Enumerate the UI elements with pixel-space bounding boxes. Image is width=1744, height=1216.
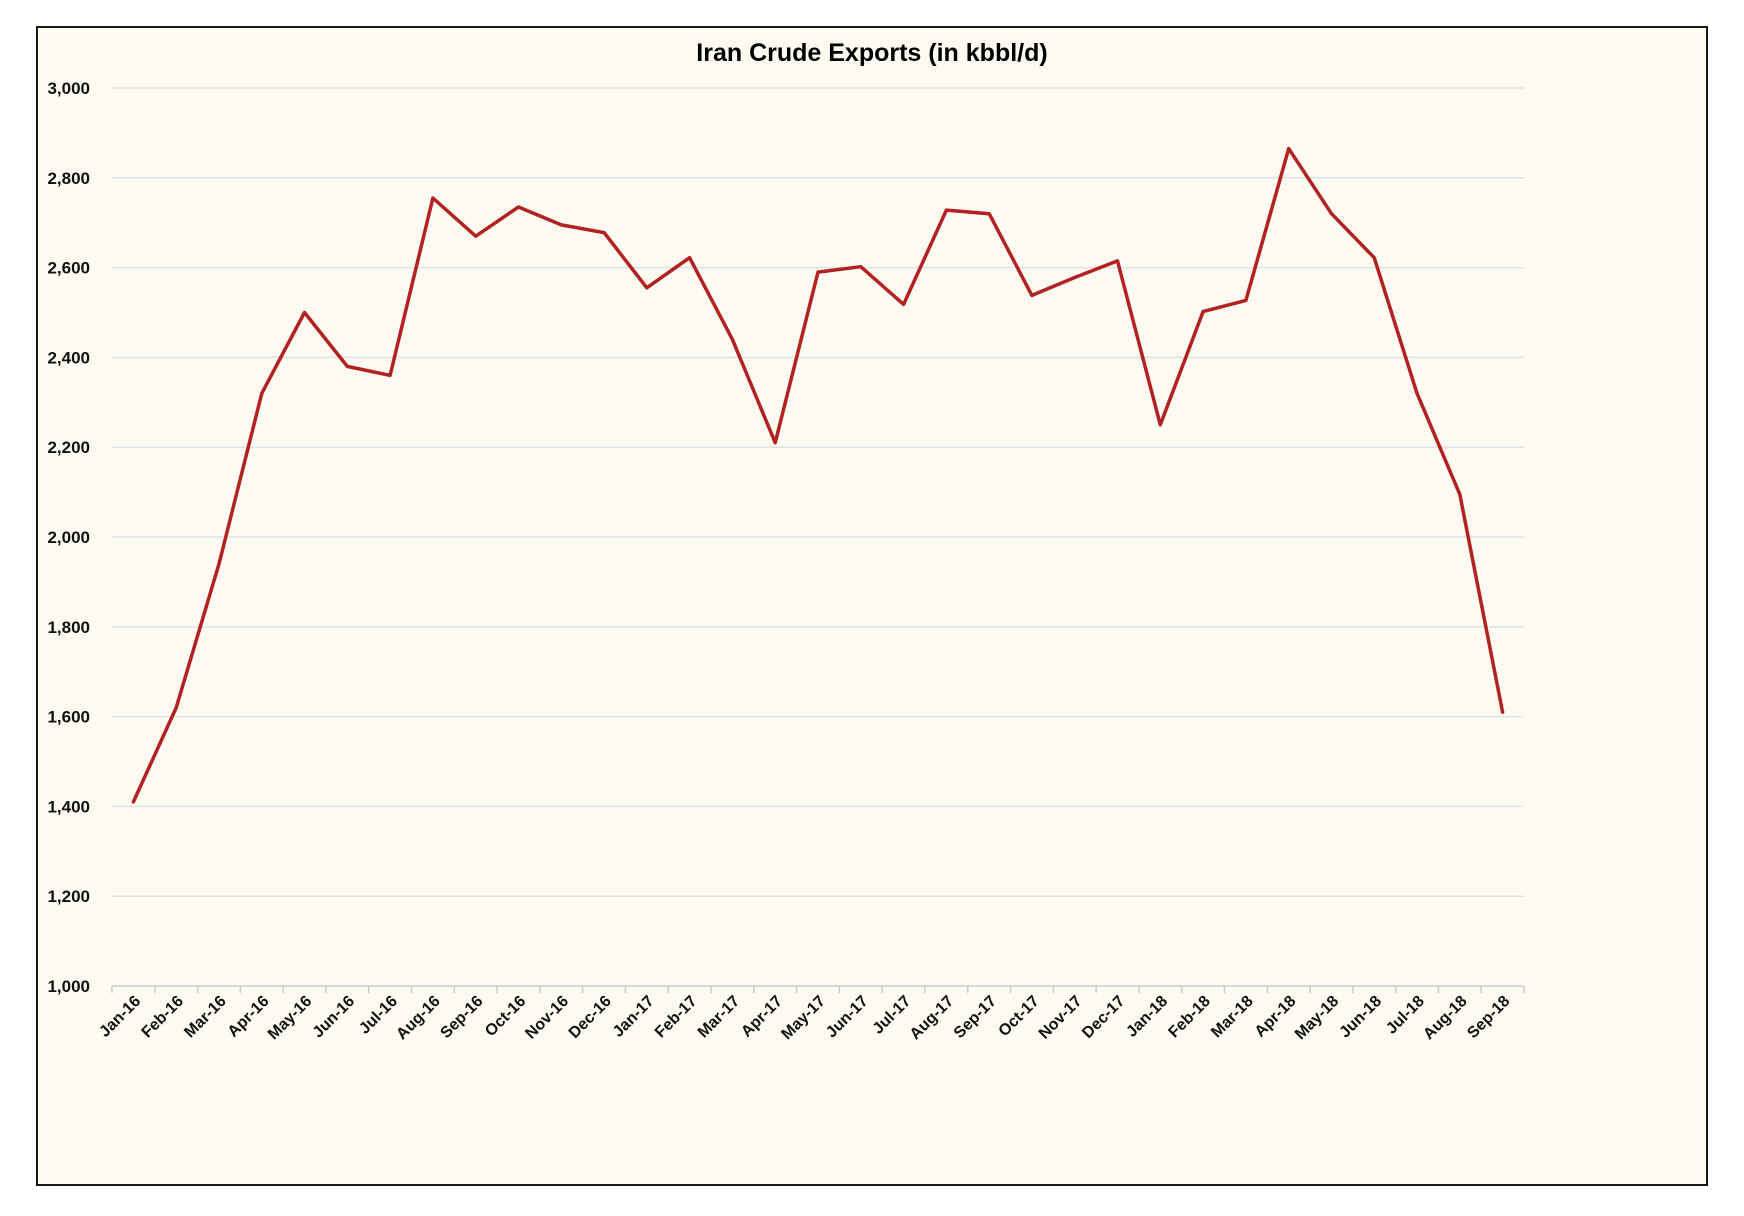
- data-point: [260, 391, 264, 395]
- y-tick-label: 1,600: [47, 708, 90, 727]
- data-point: [987, 212, 991, 216]
- x-tick-label: Apr-18: [1252, 993, 1300, 1041]
- x-tick-label: Dec-16: [566, 993, 615, 1042]
- data-point: [944, 208, 948, 212]
- x-tick-label: Dec-17: [1079, 993, 1128, 1042]
- x-tick-label: May-17: [778, 993, 828, 1043]
- x-tick-label: May-18: [1292, 993, 1342, 1043]
- data-point: [345, 364, 349, 368]
- x-tick-label: Oct-17: [996, 993, 1043, 1040]
- chart-title: Iran Crude Exports (in kbbl/d): [696, 39, 1047, 67]
- x-tick-label: Aug-17: [907, 993, 957, 1043]
- x-tick-label: Mar-18: [1208, 993, 1257, 1042]
- data-point: [1287, 147, 1291, 151]
- y-tick-label: 1,400: [47, 797, 90, 816]
- y-tick-label: 1,000: [47, 977, 90, 996]
- x-tick-label: Jun-18: [1337, 993, 1386, 1042]
- x-tick-label: Jun-16: [310, 993, 359, 1042]
- x-tick-label: Jun-17: [823, 993, 872, 1042]
- data-point: [1329, 212, 1333, 216]
- x-tick-label: Sep-16: [437, 993, 486, 1042]
- data-point: [217, 562, 221, 566]
- x-tick-label: Feb-18: [1165, 993, 1214, 1042]
- y-tick-label: 2,000: [47, 528, 90, 547]
- x-tick-label: Oct-16: [482, 993, 529, 1040]
- data-point: [303, 311, 307, 314]
- x-tick-label: Apr-16: [225, 993, 273, 1041]
- data-point: [388, 373, 392, 377]
- data-point: [1158, 423, 1162, 427]
- y-tick-label: 1,800: [47, 618, 90, 637]
- data-point: [688, 256, 692, 260]
- x-tick-label: Jan-18: [1123, 993, 1171, 1041]
- data-point: [559, 223, 563, 227]
- data-point: [773, 441, 777, 445]
- y-tick-label: 2,200: [47, 438, 90, 457]
- data-point: [1030, 293, 1034, 297]
- data-point: [1458, 492, 1462, 496]
- data-point: [902, 302, 906, 306]
- data-point: [1244, 298, 1248, 302]
- data-point: [1372, 256, 1376, 260]
- x-tick-label: Mar-17: [695, 993, 744, 1042]
- chart-frame: Iran Crude Exports (in kbbl/d) 1,000 1,20…: [36, 26, 1708, 1186]
- x-tick-label: Mar-16: [181, 993, 230, 1042]
- line-chart: Iran Crude Exports (in kbbl/d) 1,000 1,20…: [47, 39, 1525, 1043]
- data-point: [1073, 275, 1077, 279]
- x-tick-label: Sep-17: [951, 993, 1000, 1042]
- series-layer: [131, 146, 1505, 804]
- data-point: [1501, 710, 1505, 714]
- y-axis-tick-labels: 1,000 1,200 1,400 1,600 1,800 2,000 2,200 2,400…: [47, 79, 90, 996]
- data-point: [1415, 391, 1419, 395]
- data-point: [431, 196, 435, 200]
- x-tick-label: Feb-17: [652, 993, 701, 1042]
- x-tick-label: Apr-17: [738, 993, 786, 1041]
- data-point: [516, 205, 520, 209]
- x-tick-label: Jan-17: [610, 993, 658, 1041]
- x-tick-label: Feb-16: [139, 993, 188, 1042]
- y-tick-label: 2,800: [47, 169, 90, 188]
- data-point: [602, 231, 606, 235]
- x-tick-label: Aug-18: [1420, 993, 1470, 1043]
- data-point: [645, 286, 649, 290]
- y-tick-label: 2,400: [47, 348, 90, 367]
- y-tick-label: 2,600: [47, 259, 90, 278]
- x-tick-label: Nov-16: [522, 993, 572, 1043]
- data-point: [859, 265, 863, 269]
- x-tick-label: Aug-16: [393, 993, 443, 1043]
- x-axis: [111, 985, 1525, 993]
- x-tick-label: Sep-18: [1464, 993, 1513, 1042]
- data-point: [131, 800, 135, 804]
- data-point: [1116, 259, 1120, 263]
- gridlines: [112, 87, 1524, 897]
- x-axis-tick-labels: Jan-16Feb-16Mar-16Apr-16May-16Jun-16Jul-…: [96, 993, 1513, 1043]
- data-point: [174, 706, 178, 710]
- x-tick-label: Nov-17: [1036, 993, 1086, 1043]
- y-tick-label: 3,000: [47, 79, 90, 98]
- data-point: [474, 234, 478, 238]
- data-point: [730, 337, 734, 341]
- data-point: [816, 270, 820, 274]
- series-line: [131, 146, 1505, 804]
- x-tick-label: Jan-16: [96, 993, 144, 1041]
- data-point: [1201, 310, 1205, 314]
- y-tick-label: 1,200: [47, 887, 90, 906]
- x-tick-label: May-16: [265, 993, 315, 1043]
